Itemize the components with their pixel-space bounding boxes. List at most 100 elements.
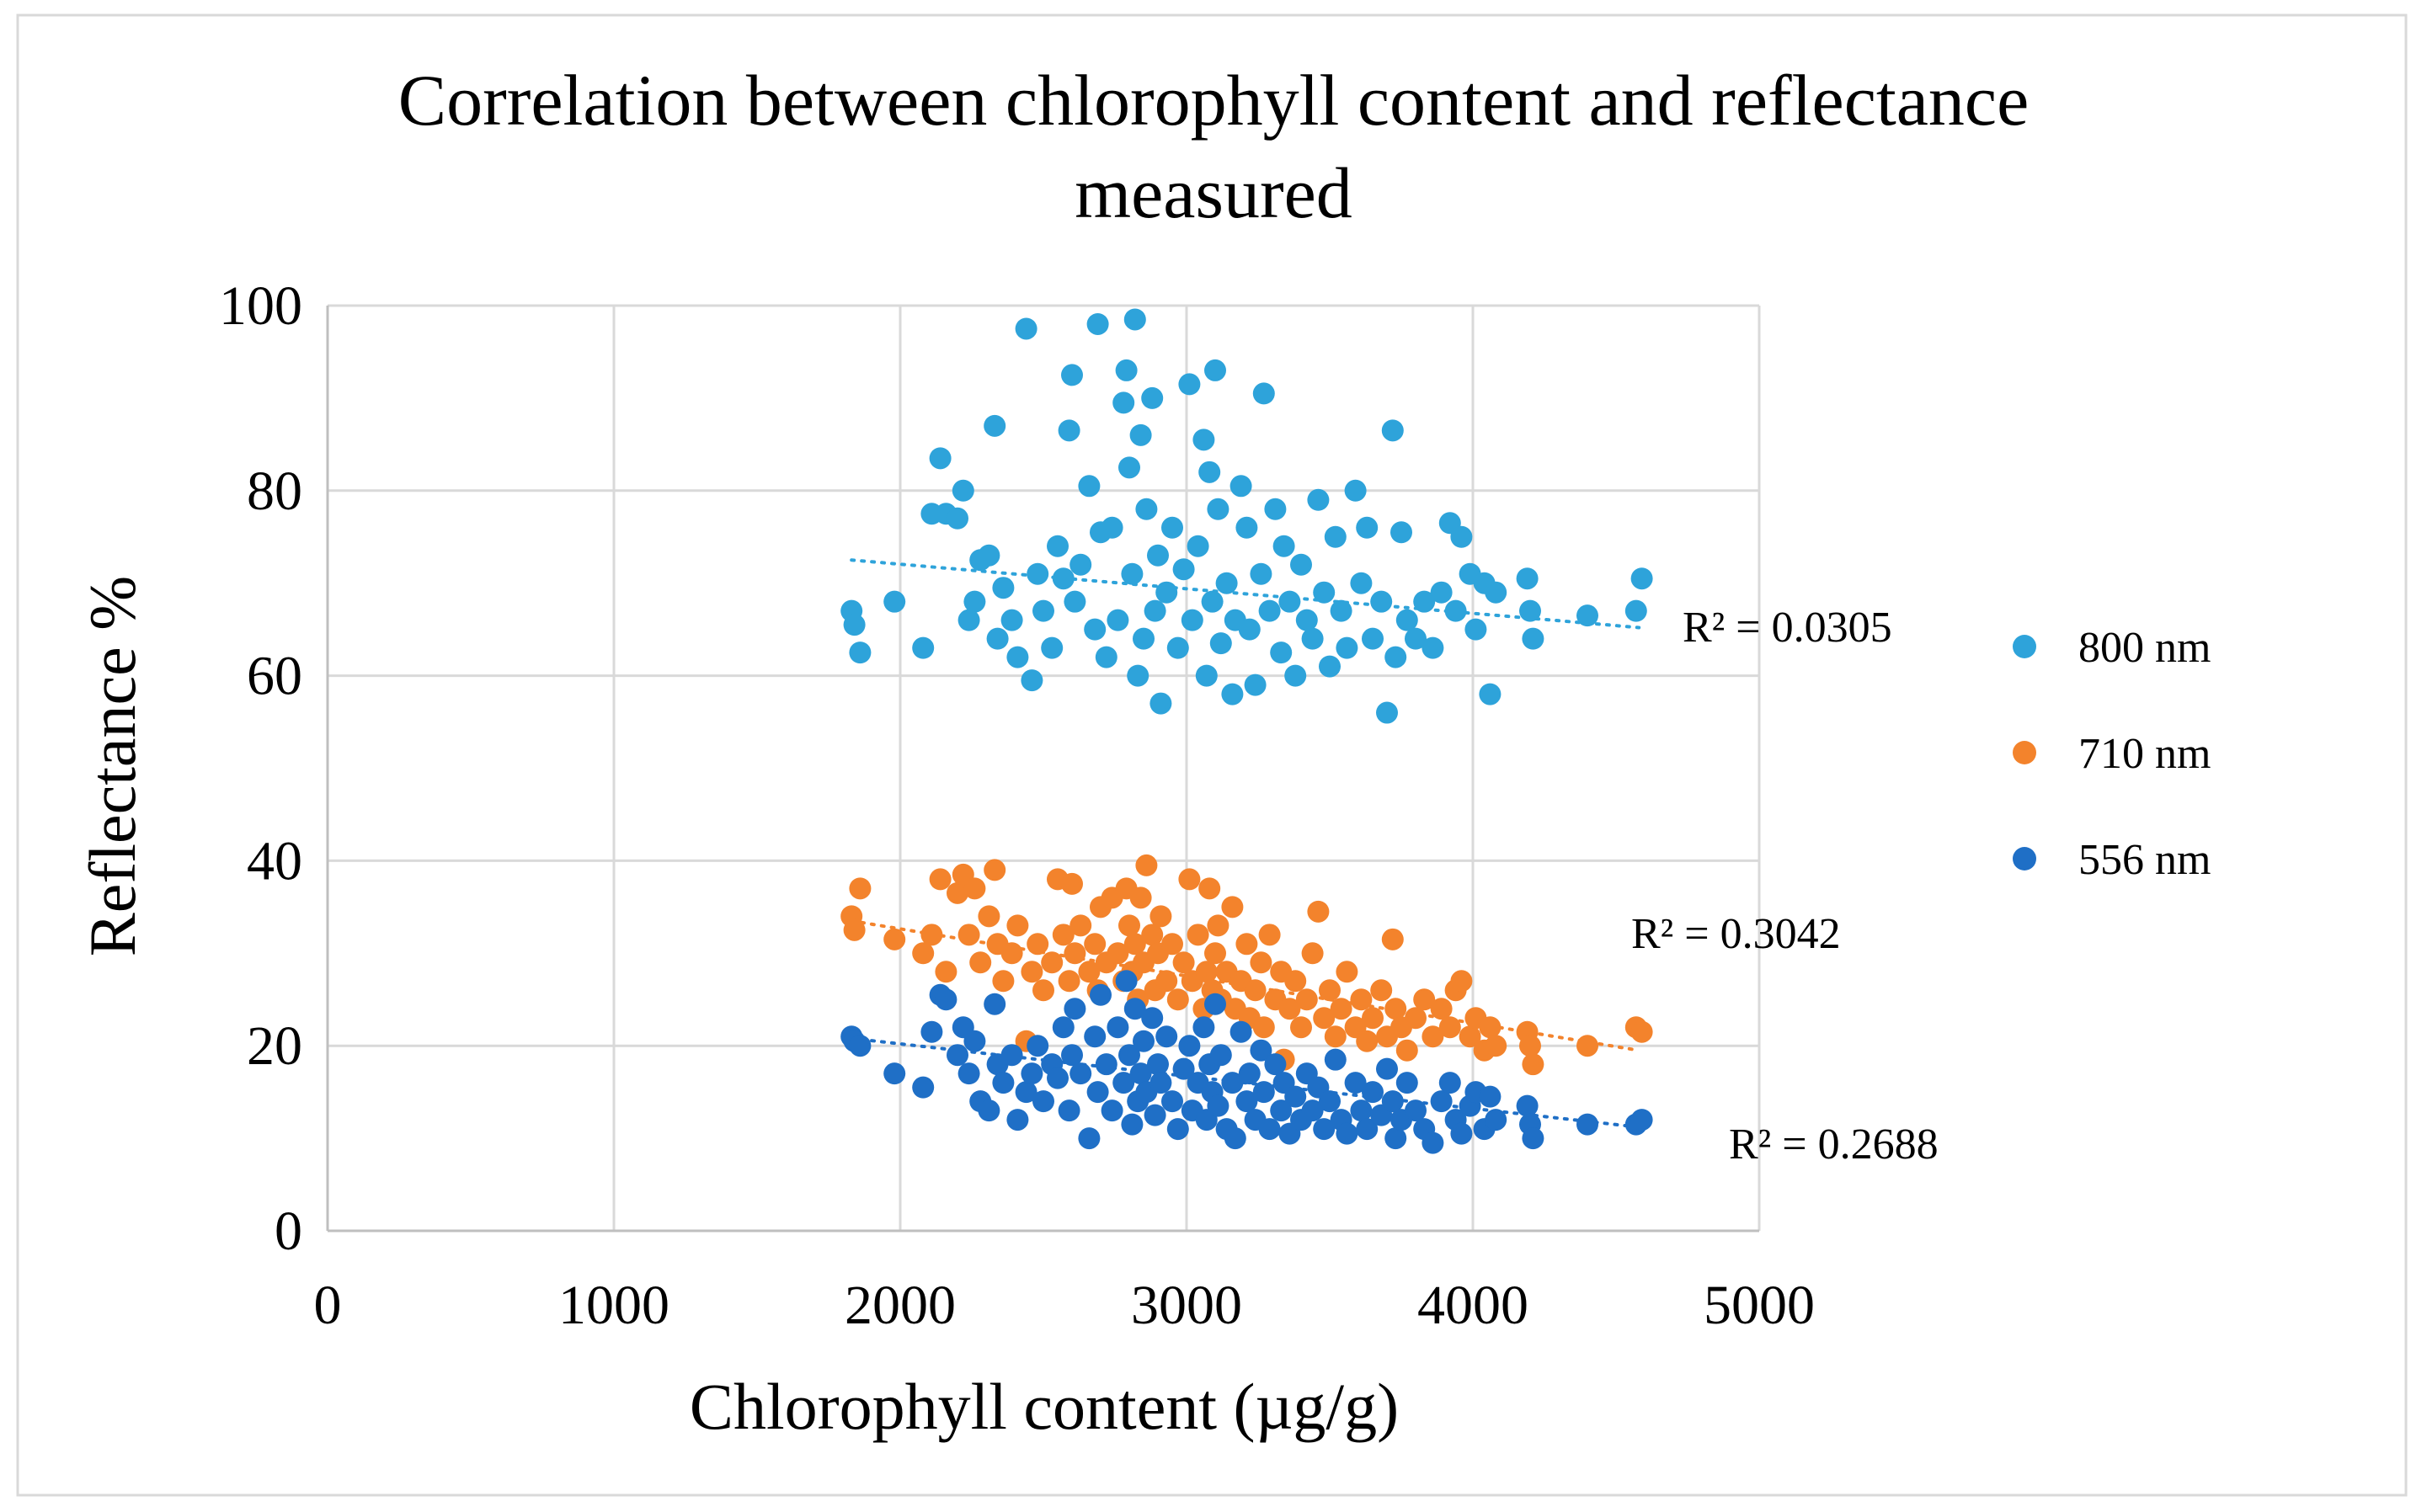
data-point-710nm bbox=[935, 961, 957, 983]
data-point-800nm bbox=[1141, 386, 1164, 409]
data-point-800nm bbox=[1390, 521, 1412, 544]
data-point-710nm bbox=[1195, 961, 1218, 983]
data-point-800nm bbox=[1161, 516, 1183, 539]
data-point-800nm bbox=[1084, 618, 1107, 641]
data-point-800nm bbox=[1516, 567, 1539, 590]
data-point-710nm bbox=[1118, 914, 1140, 937]
data-point-800nm bbox=[1006, 646, 1029, 668]
data-point-710nm bbox=[957, 924, 980, 946]
data-point-710nm bbox=[1198, 877, 1221, 900]
data-point-710nm bbox=[912, 942, 935, 965]
data-point-556nm bbox=[1147, 1053, 1169, 1076]
data-point-710nm bbox=[1362, 1007, 1384, 1030]
data-point-800nm bbox=[1384, 646, 1407, 668]
data-point-800nm bbox=[1204, 359, 1226, 381]
data-point-556nm bbox=[1250, 1039, 1272, 1062]
data-point-710nm bbox=[843, 918, 866, 941]
data-point-800nm bbox=[978, 544, 1000, 567]
y-tick-label: 0 bbox=[275, 1201, 302, 1262]
data-point-556nm bbox=[1405, 1099, 1427, 1122]
axes bbox=[326, 306, 1759, 1232]
data-point-710nm bbox=[1135, 854, 1158, 876]
data-point-800nm bbox=[1576, 604, 1598, 627]
data-point-800nm bbox=[1112, 391, 1135, 414]
data-point-710nm bbox=[984, 859, 1006, 881]
data-point-710nm bbox=[1384, 998, 1407, 1020]
data-point-800nm bbox=[1295, 609, 1318, 631]
data-point-800nm bbox=[1052, 567, 1075, 590]
data-point-710nm bbox=[1061, 872, 1083, 895]
y-tick-label: 80 bbox=[247, 461, 302, 522]
data-point-556nm bbox=[984, 993, 1006, 1015]
data-point-710nm bbox=[1155, 970, 1178, 993]
data-point-800nm bbox=[1624, 599, 1647, 622]
chart-title-line-2: measured bbox=[1075, 152, 1352, 233]
data-point-710nm bbox=[1307, 900, 1330, 923]
data-point-710nm bbox=[1000, 942, 1023, 965]
data-point-800nm bbox=[1061, 364, 1083, 386]
data-point-710nm bbox=[1006, 914, 1029, 937]
data-point-556nm bbox=[1141, 1007, 1164, 1030]
data-point-556nm bbox=[849, 1035, 872, 1057]
data-point-800nm bbox=[1129, 423, 1152, 446]
data-point-710nm bbox=[1350, 988, 1373, 1011]
data-point-710nm bbox=[920, 924, 943, 946]
data-point-710nm bbox=[1319, 979, 1341, 1002]
data-point-710nm bbox=[1356, 1030, 1379, 1052]
data-point-556nm bbox=[1064, 998, 1086, 1020]
data-point-556nm bbox=[1052, 1016, 1075, 1039]
data-point-800nm bbox=[1485, 581, 1507, 604]
data-point-710nm bbox=[1166, 988, 1189, 1011]
data-point-556nm bbox=[920, 1020, 943, 1043]
data-point-556nm bbox=[1336, 1122, 1358, 1145]
data-point-556nm bbox=[1021, 1062, 1043, 1085]
data-point-556nm bbox=[1090, 983, 1112, 1006]
data-point-710nm bbox=[1078, 961, 1101, 983]
data-point-800nm bbox=[1313, 581, 1336, 604]
data-point-556nm bbox=[1221, 1072, 1244, 1094]
data-point-710nm bbox=[1438, 1016, 1461, 1039]
data-point-710nm bbox=[1485, 1035, 1507, 1057]
data-point-800nm bbox=[1301, 627, 1324, 650]
data-point-556nm bbox=[1224, 1127, 1246, 1150]
data-point-710nm bbox=[1519, 1035, 1541, 1057]
data-point-800nm bbox=[957, 609, 980, 631]
data-point-556nm bbox=[1192, 1016, 1215, 1039]
x-tick-label: 4000 bbox=[1417, 1275, 1528, 1336]
data-point-800nm bbox=[1147, 544, 1169, 567]
data-point-800nm bbox=[947, 507, 968, 530]
data-point-556nm bbox=[1264, 1053, 1287, 1076]
data-point-710nm bbox=[1084, 933, 1107, 956]
x-tick-label: 0 bbox=[314, 1275, 342, 1336]
data-point-556nm bbox=[1209, 1044, 1232, 1067]
data-point-800nm bbox=[992, 577, 1015, 599]
y-tick-label: 100 bbox=[219, 275, 302, 337]
data-point-556nm bbox=[1516, 1094, 1539, 1117]
data-point-800nm bbox=[1479, 683, 1502, 705]
data-point-710nm bbox=[1064, 942, 1086, 965]
data-point-710nm bbox=[978, 905, 1000, 928]
legend: 800 nm 710 nm 556 nm bbox=[2013, 624, 2211, 884]
data-point-710nm bbox=[1395, 1039, 1418, 1062]
data-point-556nm bbox=[1058, 1099, 1080, 1122]
chart-outer-border bbox=[16, 13, 2408, 1497]
data-point-710nm bbox=[1207, 914, 1230, 937]
data-point-800nm bbox=[1133, 627, 1155, 650]
data-point-800nm bbox=[1187, 535, 1209, 557]
data-point-556nm bbox=[1178, 1035, 1201, 1057]
data-point-800nm bbox=[1221, 683, 1244, 705]
data-point-556nm bbox=[1015, 1081, 1037, 1104]
data-point-800nm bbox=[1250, 562, 1272, 585]
data-point-556nm bbox=[1133, 1030, 1155, 1052]
legend-marker-710nm bbox=[2013, 741, 2036, 764]
data-point-556nm bbox=[992, 1072, 1015, 1094]
data-point-710nm bbox=[1149, 905, 1172, 928]
data-point-710nm bbox=[992, 970, 1015, 993]
data-point-556nm bbox=[1121, 1113, 1144, 1136]
data-point-556nm bbox=[1422, 1131, 1444, 1154]
data-points bbox=[840, 308, 1653, 1154]
data-point-556nm bbox=[1301, 1099, 1324, 1122]
data-point-800nm bbox=[986, 627, 1009, 650]
data-point-556nm bbox=[1313, 1118, 1336, 1141]
